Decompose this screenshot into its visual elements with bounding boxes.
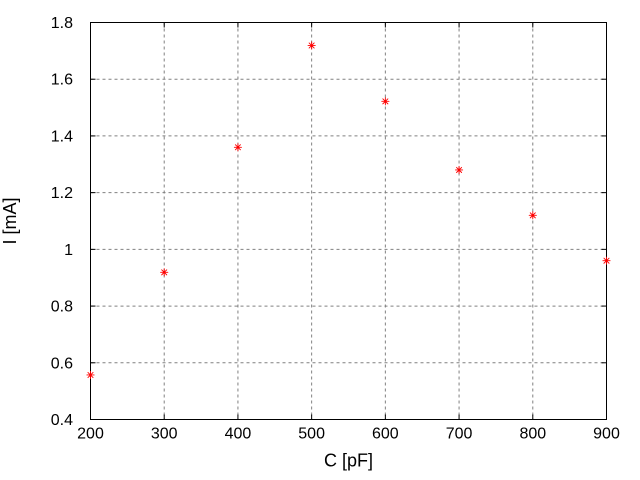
svg-text:800: 800 bbox=[519, 426, 546, 443]
svg-text:1.2: 1.2 bbox=[51, 185, 73, 202]
svg-text:700: 700 bbox=[446, 426, 473, 443]
svg-text:0.4: 0.4 bbox=[51, 412, 73, 429]
svg-text:0.8: 0.8 bbox=[51, 299, 73, 316]
svg-text:300: 300 bbox=[151, 426, 178, 443]
svg-text:1.6: 1.6 bbox=[51, 72, 73, 89]
svg-text:1.8: 1.8 bbox=[51, 15, 73, 32]
svg-text:1.4: 1.4 bbox=[51, 128, 73, 145]
svg-text:1: 1 bbox=[64, 242, 73, 259]
svg-text:400: 400 bbox=[225, 426, 252, 443]
svg-text:I [mA]: I [mA] bbox=[0, 197, 20, 244]
svg-text:500: 500 bbox=[298, 426, 325, 443]
svg-text:900: 900 bbox=[593, 426, 620, 443]
svg-text:200: 200 bbox=[77, 426, 104, 443]
svg-text:0.6: 0.6 bbox=[51, 355, 73, 372]
svg-text:C [pF]: C [pF] bbox=[324, 451, 373, 471]
svg-text:600: 600 bbox=[372, 426, 399, 443]
